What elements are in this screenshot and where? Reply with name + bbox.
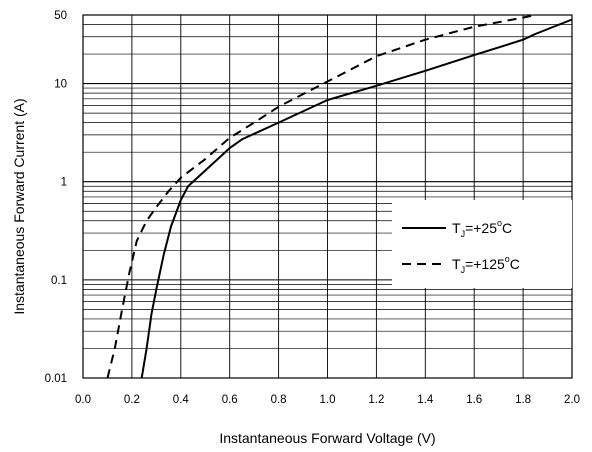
grid (82, 14, 573, 379)
x-tick-label: 1.4 (417, 394, 434, 406)
x-tick-label: 0.4 (173, 394, 190, 406)
x-tick-label: 1.6 (466, 394, 482, 406)
y-axis-label: Instantaneous Forward Current (A) (11, 98, 27, 314)
series-line-0 (140, 18, 573, 379)
plot-lines (106, 14, 573, 379)
y-tick-label: 0.1 (51, 275, 67, 287)
x-tick-label: 0.8 (271, 394, 287, 406)
y-tick-labels: 0.01 0.1 1 10 50 (45, 10, 67, 385)
x-tick-label: 0.2 (124, 394, 140, 406)
x-tick-label: 2.0 (564, 394, 580, 406)
legend-box (392, 200, 572, 288)
x-tick-label: 1.8 (515, 394, 531, 406)
legend: TJ=+25oC TJ=+125oC (392, 200, 572, 288)
plot-frame (82, 14, 573, 379)
legend-label-125c: TJ=+125oC (452, 254, 520, 275)
x-tick-labels: 0.0 0.2 0.4 0.6 0.8 1.0 1.2 1.4 1.6 1.8 2.0 (75, 394, 580, 406)
series-line-1 (106, 14, 536, 379)
y-tick-label: 10 (54, 79, 67, 91)
y-tick-label: 1 (61, 177, 67, 189)
x-tick-label: 1.0 (320, 394, 336, 406)
x-tick-label: 0.0 (75, 394, 91, 406)
y-tick-label: 0.01 (45, 373, 67, 385)
x-tick-label: 1.2 (368, 394, 384, 406)
x-tick-label: 0.6 (222, 394, 238, 406)
y-tick-label: 50 (54, 10, 67, 22)
x-axis-label: Instantaneous Forward Voltage (V) (219, 430, 435, 446)
legend-label-25c: TJ=+25oC (452, 218, 512, 239)
